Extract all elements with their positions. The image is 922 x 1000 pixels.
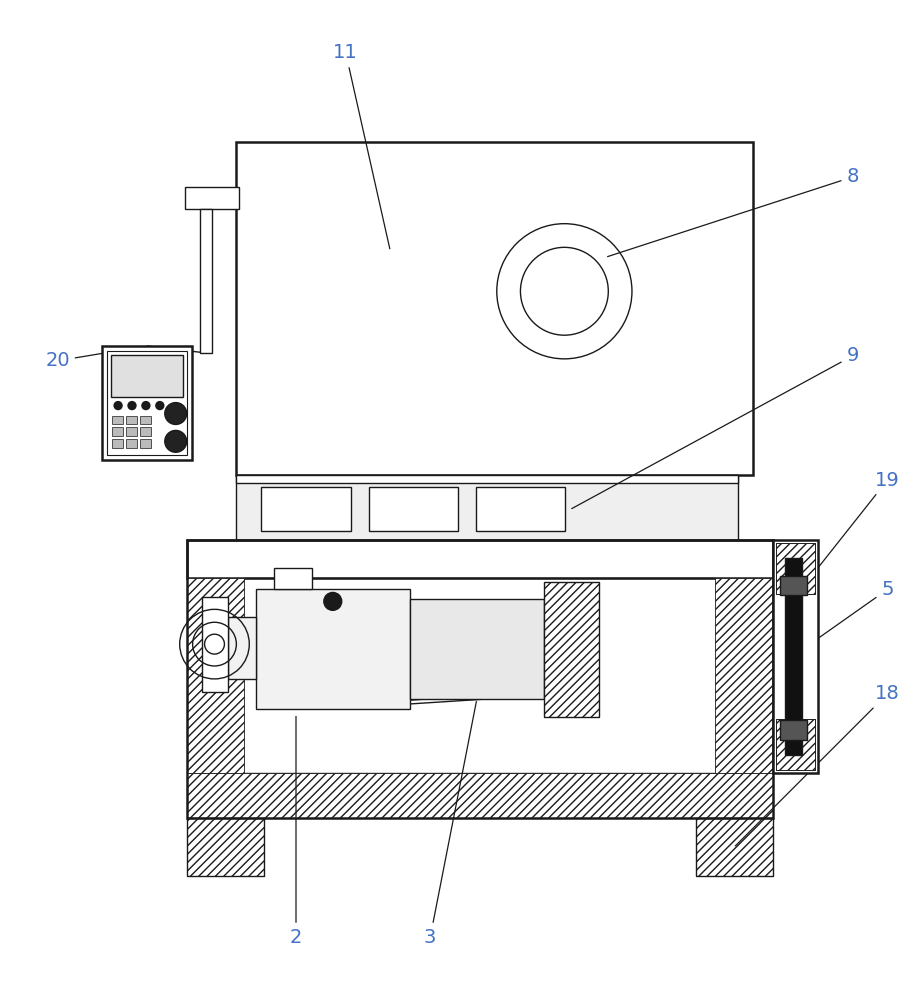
Circle shape xyxy=(165,403,186,424)
Bar xyxy=(774,540,818,773)
Bar xyxy=(545,582,599,717)
Bar xyxy=(236,475,739,540)
Text: 20: 20 xyxy=(45,346,144,370)
Text: 5: 5 xyxy=(796,580,893,654)
Bar xyxy=(229,617,256,679)
Circle shape xyxy=(324,592,342,610)
Circle shape xyxy=(520,247,609,335)
Circle shape xyxy=(497,224,632,359)
Bar xyxy=(112,439,123,448)
Bar xyxy=(776,719,815,770)
Bar xyxy=(236,475,739,483)
Bar xyxy=(715,578,774,773)
Circle shape xyxy=(165,430,186,452)
Bar xyxy=(140,427,151,436)
Bar xyxy=(112,427,123,436)
Circle shape xyxy=(114,402,122,410)
Bar xyxy=(261,487,350,531)
Bar xyxy=(126,427,137,436)
Text: 2: 2 xyxy=(290,716,302,947)
Bar xyxy=(107,351,186,455)
Bar xyxy=(776,543,815,594)
Bar xyxy=(186,773,774,818)
Bar xyxy=(184,187,240,209)
Circle shape xyxy=(156,402,164,410)
Text: 8: 8 xyxy=(608,167,858,257)
Circle shape xyxy=(142,402,150,410)
Bar xyxy=(140,439,151,448)
Circle shape xyxy=(128,402,136,410)
Bar xyxy=(695,818,774,876)
Bar xyxy=(369,487,458,531)
Bar xyxy=(102,346,192,460)
Text: 19: 19 xyxy=(795,471,900,597)
Bar xyxy=(126,439,137,448)
Bar xyxy=(776,719,815,770)
Bar xyxy=(112,416,123,424)
Bar xyxy=(785,558,802,755)
Bar xyxy=(780,720,807,740)
Text: 11: 11 xyxy=(334,43,390,249)
Bar xyxy=(112,355,183,397)
Bar xyxy=(186,578,244,773)
Bar xyxy=(274,568,312,589)
Bar xyxy=(695,818,774,876)
Bar xyxy=(476,487,565,531)
Bar xyxy=(126,416,137,424)
Text: 3: 3 xyxy=(424,702,477,947)
Bar xyxy=(186,818,265,876)
Bar xyxy=(776,543,815,594)
Text: 9: 9 xyxy=(572,346,858,509)
Bar xyxy=(410,599,545,699)
Bar xyxy=(186,540,774,578)
Bar xyxy=(256,589,410,709)
Text: 18: 18 xyxy=(736,684,900,846)
Bar xyxy=(545,582,599,717)
Bar xyxy=(780,576,807,595)
Bar xyxy=(186,818,265,876)
Bar xyxy=(236,142,753,475)
Bar xyxy=(186,540,774,818)
Bar xyxy=(202,597,229,692)
Bar xyxy=(140,416,151,424)
Bar xyxy=(199,209,211,353)
